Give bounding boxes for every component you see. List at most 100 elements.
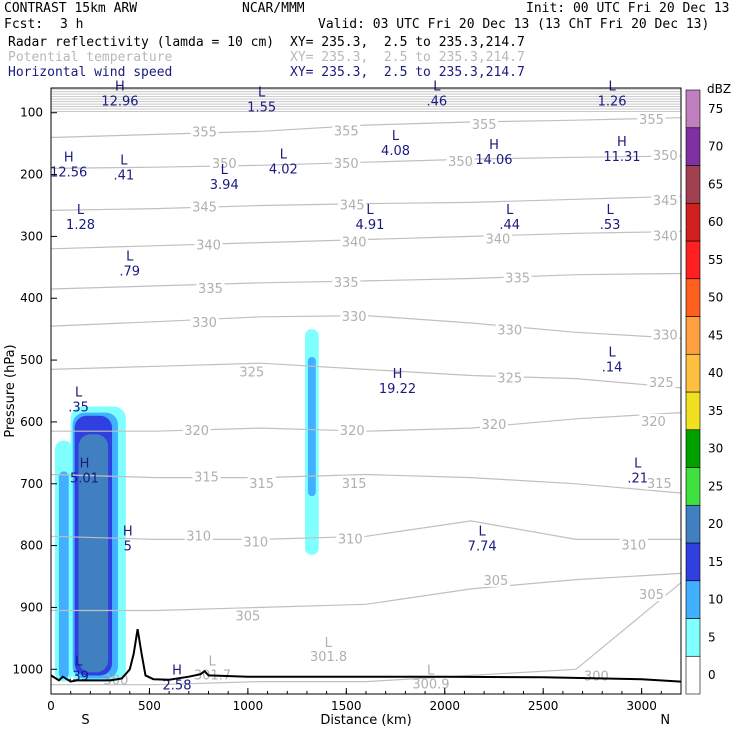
wind-extremum-value: 4.08	[381, 144, 410, 159]
colorbar-swatch	[685, 165, 701, 204]
theta-extremum-marker: L	[208, 654, 216, 669]
forecast-hours: 3 h	[60, 17, 84, 32]
theta-extremum-marker: L	[325, 636, 333, 651]
wind-extremum-marker: L	[120, 154, 128, 169]
x-tick-label: 1000	[233, 699, 264, 713]
wind-extremum-value: .35	[68, 400, 89, 415]
wind-extremum-value: 1.26	[598, 94, 627, 109]
theta-label: 330	[192, 316, 217, 331]
colorbar-swatch	[685, 278, 701, 317]
theta-label: 340	[342, 236, 367, 251]
wind-extremum-marker: L	[77, 203, 85, 218]
x-tick-label: 0	[47, 699, 55, 713]
wind-extremum-marker: L	[608, 79, 616, 94]
wind-extremum-value: 14.06	[475, 153, 512, 168]
wind-extremum-value: 4.02	[269, 162, 298, 177]
theta-extremum-value: 300.9	[412, 678, 449, 693]
colorbar-swatch	[685, 542, 701, 582]
y-tick-label: 100	[20, 106, 43, 120]
wind-extremum-marker: L	[75, 654, 83, 669]
theta-label-bg	[340, 475, 369, 490]
theta-label-bg	[338, 197, 367, 212]
colorbar-swatch	[685, 353, 701, 393]
theta-label: 345	[192, 200, 217, 215]
theta-label: 335	[505, 271, 530, 286]
wind-extremum-value: .44	[499, 218, 520, 233]
theta-label: 315	[647, 477, 672, 492]
wind-extremum-value: .46	[427, 94, 448, 109]
theta-label-bg	[247, 475, 276, 490]
theta-label: 315	[249, 477, 274, 492]
theta-label-bg	[190, 314, 219, 329]
x-tick-label: 1500	[331, 699, 362, 713]
theta-label: 335	[334, 276, 359, 291]
theta-label-bg	[446, 154, 475, 169]
south-end-label: S	[81, 713, 89, 728]
field-xy-theta: XY= 235.3, 2.5 to 235.3,214.7	[290, 50, 525, 65]
valid-time: Valid: 03 UTC Fri 20 Dec 13 (13 ChT Fri …	[318, 17, 710, 32]
colorbar-swatch	[685, 202, 701, 242]
theta-label-bg	[495, 322, 524, 337]
colorbar-level-label: 10	[708, 593, 723, 607]
colorbar-level-label: 70	[708, 140, 723, 154]
theta-label-bg	[241, 534, 270, 549]
colorbar-unit: dBZ	[707, 82, 731, 96]
theta-contour	[51, 572, 682, 612]
theta-label-bg	[192, 469, 221, 484]
theta-label-bg	[237, 364, 266, 379]
wind-extremum-value: 5	[124, 540, 132, 555]
wind-extremum-value: 5.01	[70, 472, 99, 487]
theta-label-bg	[340, 234, 369, 249]
theta-label: 305	[639, 588, 664, 603]
wind-extremum-marker: H	[123, 525, 133, 540]
theta-label-bg	[479, 417, 508, 432]
wind-extremum-value: .21	[627, 472, 648, 487]
theta-label-bg	[647, 374, 676, 389]
theta-label-bg	[651, 327, 680, 342]
wind-extremum-marker: L	[608, 345, 616, 360]
y-tick-label: 700	[20, 477, 43, 491]
theta-label-bg	[338, 423, 367, 438]
theta-label: 340	[653, 229, 678, 244]
theta-label: 355	[192, 126, 217, 141]
colorbar-swatch	[685, 391, 701, 431]
theta-label-bg	[495, 370, 524, 385]
x-axis-label: Distance (km)	[320, 713, 411, 728]
wind-extremum-marker: L	[479, 525, 487, 540]
reflectivity-cell	[307, 356, 316, 497]
theta-label: 355	[472, 118, 497, 133]
wind-extremum-marker: L	[366, 203, 374, 218]
theta-label: 355	[334, 124, 359, 139]
colorbar-level-label: 45	[708, 328, 723, 342]
wind-extremum-marker: H	[64, 150, 74, 165]
wind-extremum-value: 19.22	[379, 382, 416, 397]
theta-label: 320	[184, 424, 209, 439]
colorbar-swatch	[685, 127, 701, 166]
field-xy-wind: XY= 235.3, 2.5 to 235.3,214.7	[290, 65, 525, 80]
theta-contour	[50, 155, 682, 169]
theta-contour	[50, 473, 682, 494]
colorbar-level-label: 65	[708, 177, 723, 191]
theta-extremum-marker: L	[427, 664, 435, 679]
theta-label: 310	[338, 532, 363, 547]
wind-extremum-marker: H	[489, 138, 499, 153]
y-tick-label: 600	[20, 415, 43, 429]
wind-extremum-marker: L	[280, 147, 288, 162]
reflectivity-cell	[78, 434, 109, 673]
theta-contour	[50, 520, 681, 540]
theta-label-bg	[190, 199, 219, 214]
wind-extremum-value: .14	[602, 360, 623, 375]
theta-label-bg	[332, 123, 361, 138]
wind-extremum-value: 1.28	[66, 218, 95, 233]
theta-label: 310	[621, 539, 646, 554]
theta-label-bg	[194, 237, 223, 252]
theta-label: 340	[485, 233, 510, 248]
wind-extremum-marker: H	[80, 457, 90, 472]
colorbar-swatch	[685, 467, 701, 506]
colorbar-swatch	[685, 316, 701, 355]
theta-contour	[51, 582, 682, 686]
wind-extremum-value: 3.94	[210, 178, 239, 193]
colorbar-level-label: 15	[708, 555, 723, 569]
y-tick-label: 200	[20, 168, 43, 182]
